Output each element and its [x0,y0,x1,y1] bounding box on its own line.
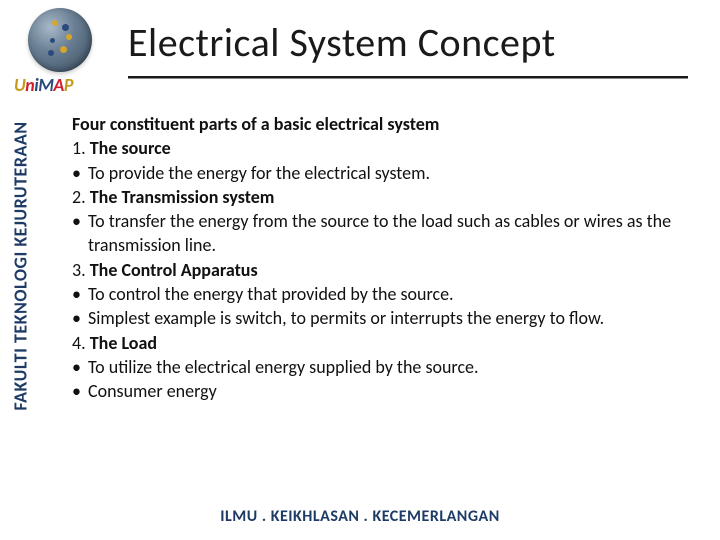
part-4-title: 4. The Load [72,331,692,355]
bullet-text: To utilize the electrical energy supplie… [88,355,692,379]
part-number: 2. [72,186,86,208]
content-heading: Four constituent parts of a basic electr… [72,112,692,136]
part-label: The Transmission system [90,186,275,208]
title-underline [128,76,688,79]
logo-area: UniMAP [8,8,118,98]
part-4-bullet: •Consumer energy [72,379,692,403]
part-3-title: 3. The Control Apparatus [72,258,692,282]
page-title: Electrical System Concept [128,18,556,67]
bullet-text: To control the energy that provided by t… [88,282,692,306]
part-number: 1. [72,137,86,159]
part-2-title: 2. The Transmission system [72,185,692,209]
part-label: The Control Apparatus [90,259,258,281]
brand-letter: n [25,74,34,96]
brand-letter: A [53,74,63,96]
part-label: The Load [90,332,157,354]
sidebar-text: FAKULTI TEKNOLOGI KEJURUTERAAN [10,121,32,410]
part-4-bullet: •To utilize the electrical energy suppli… [72,355,692,379]
brand-letter: M [38,74,53,96]
part-number: 4. [72,332,86,354]
footer-motto: ILMU . KEIKHLASAN . KECEMERLANGAN [0,507,720,526]
logo-icon [28,8,92,72]
part-2-bullet: •To transfer the energy from the source … [72,209,692,258]
part-3-bullet: •To control the energy that provided by … [72,282,692,306]
bullet-text: Consumer energy [88,379,692,403]
bullet-text: Simplest example is switch, to permits o… [88,306,692,330]
part-3-bullet: •Simplest example is switch, to permits … [72,306,692,330]
bullet-text: To provide the energy for the electrical… [88,161,692,185]
content-body: Four constituent parts of a basic electr… [72,112,692,404]
brand-letter: P [64,74,73,96]
sidebar-vertical-label: FAKULTI TEKNOLOGI KEJURUTERAAN [0,96,42,436]
brand-text: UniMAP [14,74,73,96]
part-number: 3. [72,259,86,281]
bullet-text: To transfer the energy from the source t… [88,209,692,258]
part-1-title: 1. The source [72,136,692,160]
brand-letter: U [14,74,25,96]
part-1-bullet: •To provide the energy for the electrica… [72,161,692,185]
part-label: The source [90,137,171,159]
